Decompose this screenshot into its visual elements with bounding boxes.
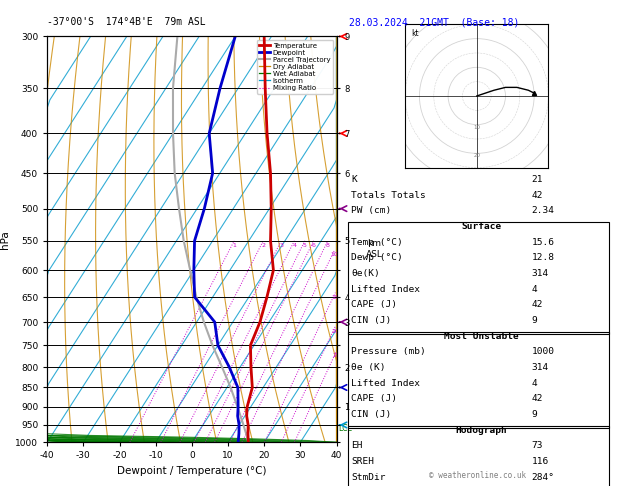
Text: 1000: 1000: [532, 347, 555, 356]
Text: © weatheronline.co.uk: © weatheronline.co.uk: [430, 471, 526, 480]
Text: 2: 2: [261, 243, 265, 248]
Text: 20: 20: [473, 154, 481, 158]
Text: 3: 3: [279, 243, 283, 248]
Text: Temp (°C): Temp (°C): [351, 238, 403, 247]
Text: 42: 42: [532, 395, 543, 403]
Text: 8: 8: [326, 243, 330, 248]
Text: 116: 116: [532, 457, 548, 466]
Text: 284°: 284°: [532, 473, 555, 482]
Text: 4: 4: [532, 285, 537, 294]
Text: 73: 73: [532, 441, 543, 451]
Text: PW (cm): PW (cm): [351, 206, 391, 215]
Text: 5: 5: [303, 243, 307, 248]
Text: K: K: [351, 175, 357, 184]
Text: Pressure (mb): Pressure (mb): [351, 347, 426, 356]
Y-axis label: km
ASL: km ASL: [366, 240, 383, 259]
Text: 25: 25: [332, 353, 340, 358]
Text: CAPE (J): CAPE (J): [351, 395, 397, 403]
Text: 314: 314: [532, 363, 548, 372]
Text: CIN (J): CIN (J): [351, 316, 391, 325]
X-axis label: Dewpoint / Temperature (°C): Dewpoint / Temperature (°C): [117, 466, 267, 476]
Text: 9: 9: [532, 410, 537, 419]
Text: 9: 9: [532, 316, 537, 325]
Text: 20: 20: [331, 329, 339, 334]
Text: 21: 21: [532, 175, 543, 184]
Text: StmDir: StmDir: [351, 473, 386, 482]
Text: 12.8: 12.8: [532, 253, 555, 262]
Text: 15: 15: [331, 295, 339, 300]
Text: 2.34: 2.34: [532, 206, 555, 215]
Text: EH: EH: [351, 441, 362, 451]
Text: 314: 314: [532, 269, 548, 278]
Text: Surface: Surface: [462, 222, 501, 231]
Text: Lifted Index: Lifted Index: [351, 285, 420, 294]
Legend: Temperature, Dewpoint, Parcel Trajectory, Dry Adiabat, Wet Adiabat, Isotherm, Mi: Temperature, Dewpoint, Parcel Trajectory…: [257, 40, 333, 94]
Text: -37°00'S  174°4B'E  79m ASL: -37°00'S 174°4B'E 79m ASL: [47, 17, 206, 27]
Text: 4: 4: [292, 243, 296, 248]
Text: LCL: LCL: [338, 424, 352, 433]
Text: Lifted Index: Lifted Index: [351, 379, 420, 388]
Text: 6: 6: [312, 243, 316, 248]
Text: 10: 10: [331, 252, 338, 257]
Text: 42: 42: [532, 191, 543, 200]
Y-axis label: hPa: hPa: [0, 230, 9, 249]
Text: 42: 42: [532, 300, 543, 310]
Text: θe (K): θe (K): [351, 363, 386, 372]
Text: Totals Totals: Totals Totals: [351, 191, 426, 200]
Text: 10: 10: [473, 124, 481, 130]
Text: Hodograph: Hodograph: [455, 426, 508, 435]
Text: kt: kt: [411, 29, 418, 38]
Text: 15.6: 15.6: [532, 238, 555, 247]
Text: CAPE (J): CAPE (J): [351, 300, 397, 310]
Text: CIN (J): CIN (J): [351, 410, 391, 419]
Text: θe(K): θe(K): [351, 269, 380, 278]
Text: 4: 4: [532, 379, 537, 388]
Text: Most Unstable: Most Unstable: [444, 332, 519, 341]
Text: Dewp (°C): Dewp (°C): [351, 253, 403, 262]
Text: 1: 1: [232, 243, 236, 248]
Text: SREH: SREH: [351, 457, 374, 466]
Text: 28.03.2024  21GMT  (Base: 18): 28.03.2024 21GMT (Base: 18): [349, 17, 520, 27]
